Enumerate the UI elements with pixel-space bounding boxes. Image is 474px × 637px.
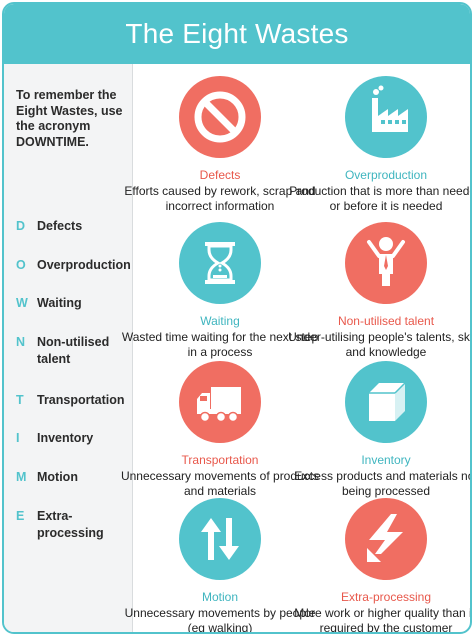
up-down-arrows-icon <box>179 498 261 580</box>
waste-title: Non-utilised talent <box>337 314 435 328</box>
acronym-word: Transportation <box>37 393 125 407</box>
waste-description: Production that is more than needed or b… <box>289 184 472 213</box>
acronym-sidebar: To remember the Eight Wastes, use the ac… <box>4 64 133 632</box>
acronym-letter: W <box>16 296 28 310</box>
acronym-word: Extra-processing <box>37 509 104 540</box>
intro-text: To remember the Eight Wastes, use the ac… <box>16 88 123 149</box>
box-icon <box>345 361 427 443</box>
waste-description: Unnecessary movements of products and ma… <box>120 469 320 498</box>
waste-title: Waiting <box>200 314 240 328</box>
waste-title: Overproduction <box>344 168 428 182</box>
acronym-letter: T <box>16 393 24 407</box>
hourglass-icon <box>179 222 261 304</box>
acronym-letter: M <box>16 470 27 484</box>
waste-description: Efforts caused by rework, scrap and inco… <box>124 184 316 213</box>
acronym-word: Non-utilised talent <box>37 335 110 366</box>
acronym-word: Defects <box>37 219 83 233</box>
acronym-word: Inventory <box>37 431 94 445</box>
acronym-letter: O <box>16 258 26 272</box>
factory-icon <box>345 76 427 158</box>
acronym-letter: I <box>16 431 20 445</box>
waste-title: Defects <box>199 168 241 182</box>
prohibited-icon <box>179 76 261 158</box>
waste-title: Motion <box>201 590 239 604</box>
waste-description: Excess products and materials not being … <box>294 469 472 498</box>
person-icon <box>345 222 427 304</box>
acronym-letter: N <box>16 335 26 349</box>
acronym-word: Overproduction <box>37 258 131 272</box>
acronym-word: Motion <box>37 470 78 484</box>
waste-title: Extra-processing <box>340 590 432 604</box>
waste-description: More work or higher quality than is requ… <box>294 606 472 634</box>
truck-icon <box>179 361 261 443</box>
acronym-letter: E <box>16 509 25 523</box>
waste-description: Wasted time waiting for the next step in… <box>121 330 319 359</box>
page-title: The Eight Wastes <box>4 4 470 64</box>
acronym-word: Waiting <box>37 296 82 310</box>
waste-description: Unnecessary movements by people (eg walk… <box>124 606 316 634</box>
waste-title: Transportation <box>181 453 259 467</box>
acronym-letter: D <box>16 219 26 233</box>
lightning-arrow-icon <box>345 498 427 580</box>
waste-description: Under-utilising people's talents, skills… <box>288 330 472 359</box>
waste-title: Inventory <box>361 453 411 467</box>
